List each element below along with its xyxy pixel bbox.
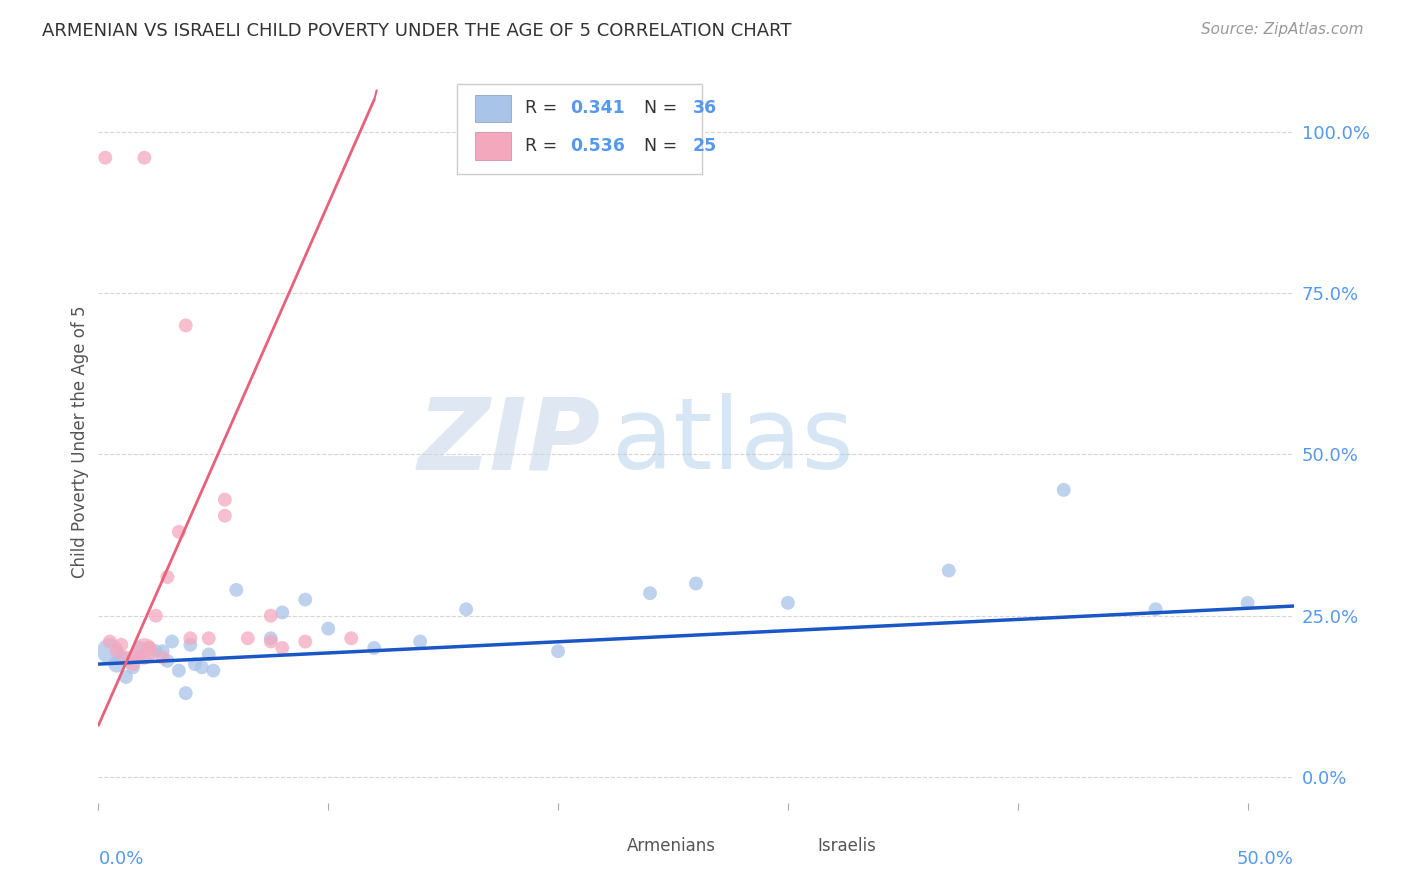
Point — [138, 640, 160, 655]
Point — [409, 634, 432, 648]
Point — [214, 492, 236, 507]
Point — [134, 644, 156, 658]
Point — [105, 644, 128, 658]
Point — [316, 622, 339, 636]
Point — [260, 608, 283, 623]
FancyBboxPatch shape — [768, 831, 804, 861]
Point — [685, 576, 707, 591]
Text: 0.341: 0.341 — [571, 100, 626, 118]
Point — [214, 508, 236, 523]
Point — [152, 650, 174, 665]
Text: Israelis: Israelis — [818, 838, 877, 855]
FancyBboxPatch shape — [475, 132, 510, 160]
Text: 25: 25 — [692, 137, 717, 155]
Point — [174, 318, 197, 333]
Text: ZIP: ZIP — [418, 393, 600, 490]
Point — [340, 632, 363, 646]
Text: 0.536: 0.536 — [571, 137, 626, 155]
Text: Source: ZipAtlas.com: Source: ZipAtlas.com — [1201, 22, 1364, 37]
Point — [145, 608, 167, 623]
Point — [191, 660, 214, 674]
Point — [122, 657, 145, 672]
Point — [197, 632, 219, 646]
Point — [294, 592, 316, 607]
Text: 36: 36 — [692, 100, 717, 118]
Text: N =: N = — [633, 137, 682, 155]
Point — [115, 670, 138, 684]
Point — [138, 640, 160, 655]
Point — [179, 632, 201, 646]
Point — [179, 638, 201, 652]
Text: Armenians: Armenians — [627, 838, 716, 855]
Point — [167, 664, 190, 678]
Point — [122, 660, 145, 674]
Point — [105, 657, 128, 672]
Point — [260, 634, 283, 648]
Point — [1053, 483, 1076, 497]
Point — [260, 632, 283, 646]
Point — [225, 582, 247, 597]
Point — [638, 586, 661, 600]
Point — [110, 650, 132, 665]
Point — [94, 151, 117, 165]
Point — [98, 644, 121, 658]
Point — [271, 606, 294, 620]
Point — [115, 650, 138, 665]
Point — [122, 650, 145, 665]
FancyBboxPatch shape — [576, 831, 613, 861]
Point — [152, 644, 174, 658]
Point — [110, 638, 132, 652]
FancyBboxPatch shape — [457, 84, 702, 174]
Point — [938, 564, 960, 578]
Text: R =: R = — [524, 100, 562, 118]
Point — [776, 596, 799, 610]
Point — [1144, 602, 1167, 616]
Text: ARMENIAN VS ISRAELI CHILD POVERTY UNDER THE AGE OF 5 CORRELATION CHART: ARMENIAN VS ISRAELI CHILD POVERTY UNDER … — [42, 22, 792, 40]
Point — [134, 151, 156, 165]
Text: 0.0%: 0.0% — [98, 850, 143, 868]
Point — [167, 524, 190, 539]
Point — [363, 640, 385, 655]
FancyBboxPatch shape — [475, 95, 510, 122]
Text: 50.0%: 50.0% — [1237, 850, 1294, 868]
Text: atlas: atlas — [613, 393, 853, 490]
Y-axis label: Child Poverty Under the Age of 5: Child Poverty Under the Age of 5 — [70, 305, 89, 578]
Point — [98, 634, 121, 648]
Point — [202, 664, 225, 678]
Point — [1236, 596, 1258, 610]
Point — [156, 654, 179, 668]
Point — [128, 650, 150, 665]
Point — [174, 686, 197, 700]
Point — [236, 632, 259, 646]
Point — [294, 634, 316, 648]
Point — [197, 648, 219, 662]
Point — [456, 602, 478, 616]
Point — [547, 644, 569, 658]
Point — [184, 657, 207, 672]
Point — [134, 650, 156, 665]
Point — [128, 640, 150, 655]
Point — [145, 644, 167, 658]
Text: R =: R = — [524, 137, 562, 155]
Point — [156, 570, 179, 584]
Text: N =: N = — [633, 100, 682, 118]
Point — [160, 634, 183, 648]
Point — [271, 640, 294, 655]
